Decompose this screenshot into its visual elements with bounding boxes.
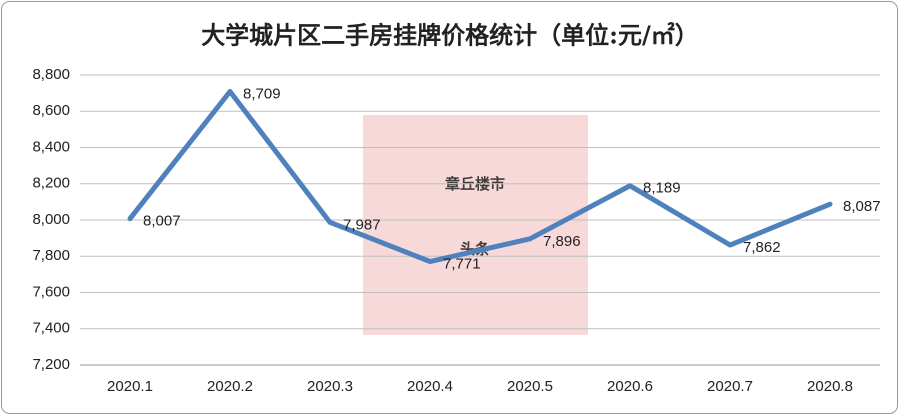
data-label: 8,007 <box>143 213 181 230</box>
x-tick-label: 2020.2 <box>207 378 253 395</box>
y-tick-label: 7,800 <box>32 247 70 264</box>
x-tick-label: 2020.3 <box>307 378 353 395</box>
y-tick-label: 8,000 <box>32 211 70 228</box>
y-tick-label: 7,400 <box>32 320 70 337</box>
y-tick-label: 8,600 <box>32 102 70 119</box>
data-label: 7,771 <box>443 255 481 272</box>
data-label: 7,987 <box>343 216 381 233</box>
data-label: 8,709 <box>243 85 281 102</box>
data-label: 8,087 <box>843 198 881 215</box>
y-tick-label: 8,400 <box>32 138 70 155</box>
chart-title: 大学城片区二手房挂牌价格统计（单位:元/㎡） <box>201 21 699 50</box>
x-tick-label: 2020.8 <box>807 378 853 395</box>
x-tick-label: 2020.4 <box>407 378 453 395</box>
data-label: 7,862 <box>743 239 781 256</box>
watermark-box <box>363 115 588 335</box>
y-tick-label: 7,200 <box>32 356 70 373</box>
x-tick-label: 2020.7 <box>707 378 753 395</box>
y-tick-label: 7,600 <box>32 283 70 300</box>
data-label: 8,189 <box>643 180 681 197</box>
line <box>127 88 833 265</box>
data-label: 7,896 <box>543 233 581 250</box>
x-tick-label: 2020.6 <box>607 378 653 395</box>
x-tick-label: 2020.5 <box>507 378 553 395</box>
x-tick-label: 2020.1 <box>107 378 153 395</box>
y-tick-label: 8,200 <box>32 175 70 192</box>
y-tick-label: 8,800 <box>32 66 70 83</box>
